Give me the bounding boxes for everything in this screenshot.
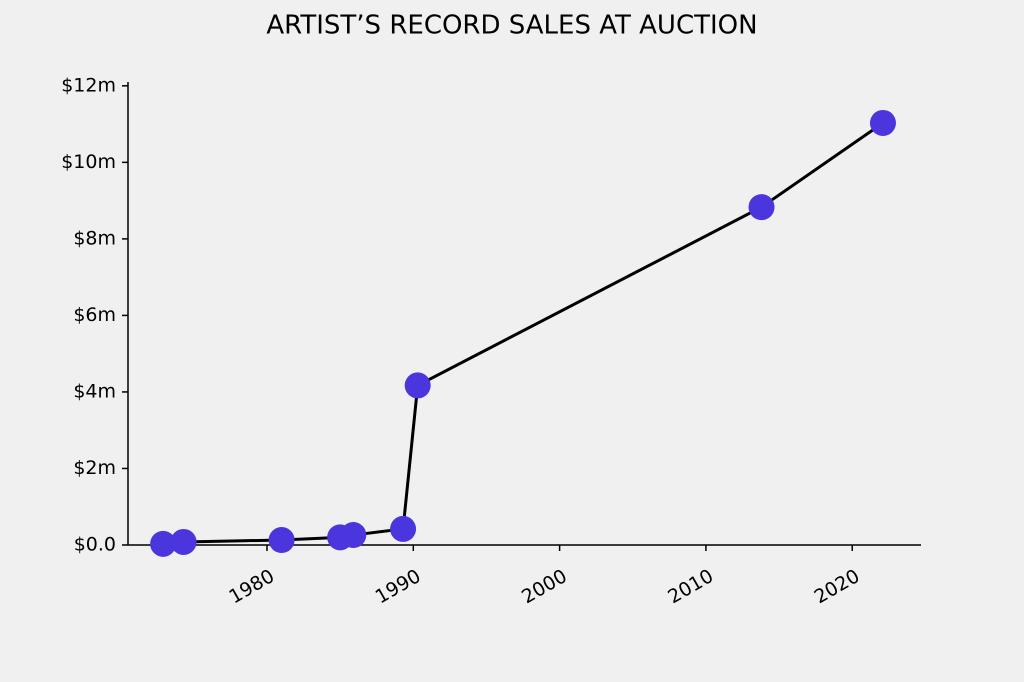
y-tick-label: $6m	[73, 304, 116, 326]
marker	[748, 194, 775, 221]
y-tick-label: $8m	[73, 227, 116, 249]
y-tick-label: $12m	[61, 74, 116, 96]
marker	[390, 515, 417, 542]
x-tick-label: 1980	[225, 565, 278, 608]
x-tick-label: 2020	[811, 565, 864, 608]
x-tick-label: 1990	[372, 565, 425, 608]
y-tick-label: $0.0	[74, 534, 116, 556]
marker	[268, 527, 295, 554]
marker	[150, 530, 177, 557]
y-tick-label: $4m	[73, 380, 116, 402]
marker	[340, 522, 367, 549]
chart-title: ARTIST’S RECORD SALES AT AUCTION	[266, 11, 757, 41]
line	[162, 121, 884, 546]
x-tick-label: 2000	[518, 565, 571, 608]
marker	[869, 109, 896, 136]
marker	[404, 372, 431, 399]
marker	[170, 528, 197, 555]
x-tick-label: 2010	[664, 565, 717, 608]
y-tick-label: $2m	[73, 457, 116, 479]
y-tick-label: $10m	[61, 151, 116, 173]
